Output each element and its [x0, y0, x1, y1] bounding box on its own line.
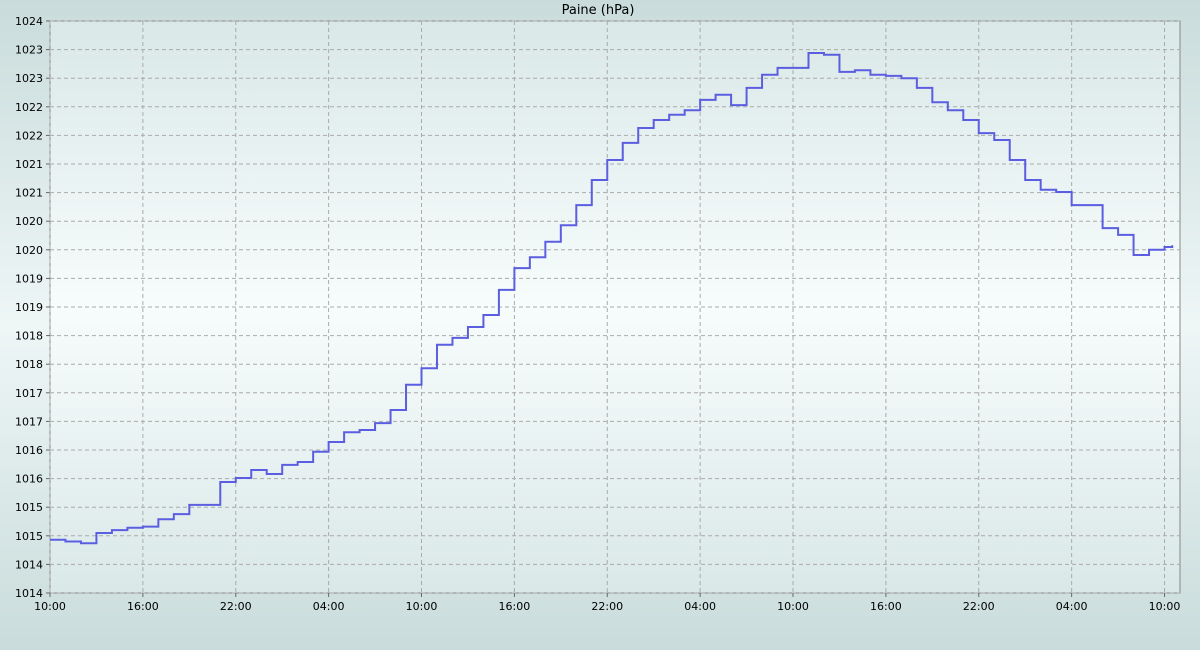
y-tick-label: 1021 — [15, 158, 43, 171]
x-tick-label: 16:00 — [127, 600, 159, 613]
series-line — [50, 52, 1174, 545]
y-tick-label: 1016 — [15, 473, 43, 486]
y-tick-label: 1020 — [15, 244, 43, 257]
y-tick-label: 1020 — [15, 215, 43, 228]
chart-title: Paine (hPa) — [562, 3, 635, 18]
x-tick-label: 10:00 — [777, 600, 809, 613]
y-tick-label: 1018 — [15, 330, 43, 343]
y-tick-label: 1017 — [15, 387, 43, 400]
y-tick-label: 1022 — [15, 129, 43, 142]
x-tick-label: 22:00 — [963, 600, 995, 613]
x-tick-label: 16:00 — [499, 600, 531, 613]
y-tick-label: 1019 — [15, 301, 43, 314]
y-tick-label: 1017 — [15, 415, 43, 428]
y-tick-label: 1023 — [15, 44, 43, 57]
x-tick-label: 16:00 — [870, 600, 902, 613]
y-tick-label: 1021 — [15, 187, 43, 200]
x-tick-label: 04:00 — [684, 600, 716, 613]
y-tick-label: 1014 — [15, 558, 43, 571]
y-tick-label: 1015 — [15, 530, 43, 543]
x-tick-label: 04:00 — [313, 600, 345, 613]
x-tick-label: 04:00 — [1056, 600, 1088, 613]
y-tick-label: 1016 — [15, 444, 43, 457]
y-tick-label: 1024 — [15, 15, 43, 28]
x-tick-label: 10:00 — [1149, 600, 1181, 613]
x-tick-label: 22:00 — [220, 600, 252, 613]
y-tick-label: 1014 — [15, 587, 43, 600]
y-tick-label: 1019 — [15, 272, 43, 285]
y-tick-label: 1022 — [15, 101, 43, 114]
y-tick-label: 1023 — [15, 72, 43, 85]
layer: 1014 1014 1015 1015 1016 1016 1017 1017 1018 1018… — [15, 15, 1180, 613]
x-tick-label: 22:00 — [591, 600, 623, 613]
x-tick-label: 10:00 — [34, 600, 66, 613]
x-tick-label: 10:00 — [406, 600, 438, 613]
y-tick-label: 1018 — [15, 358, 43, 371]
y-tick-label: 1015 — [15, 501, 43, 514]
